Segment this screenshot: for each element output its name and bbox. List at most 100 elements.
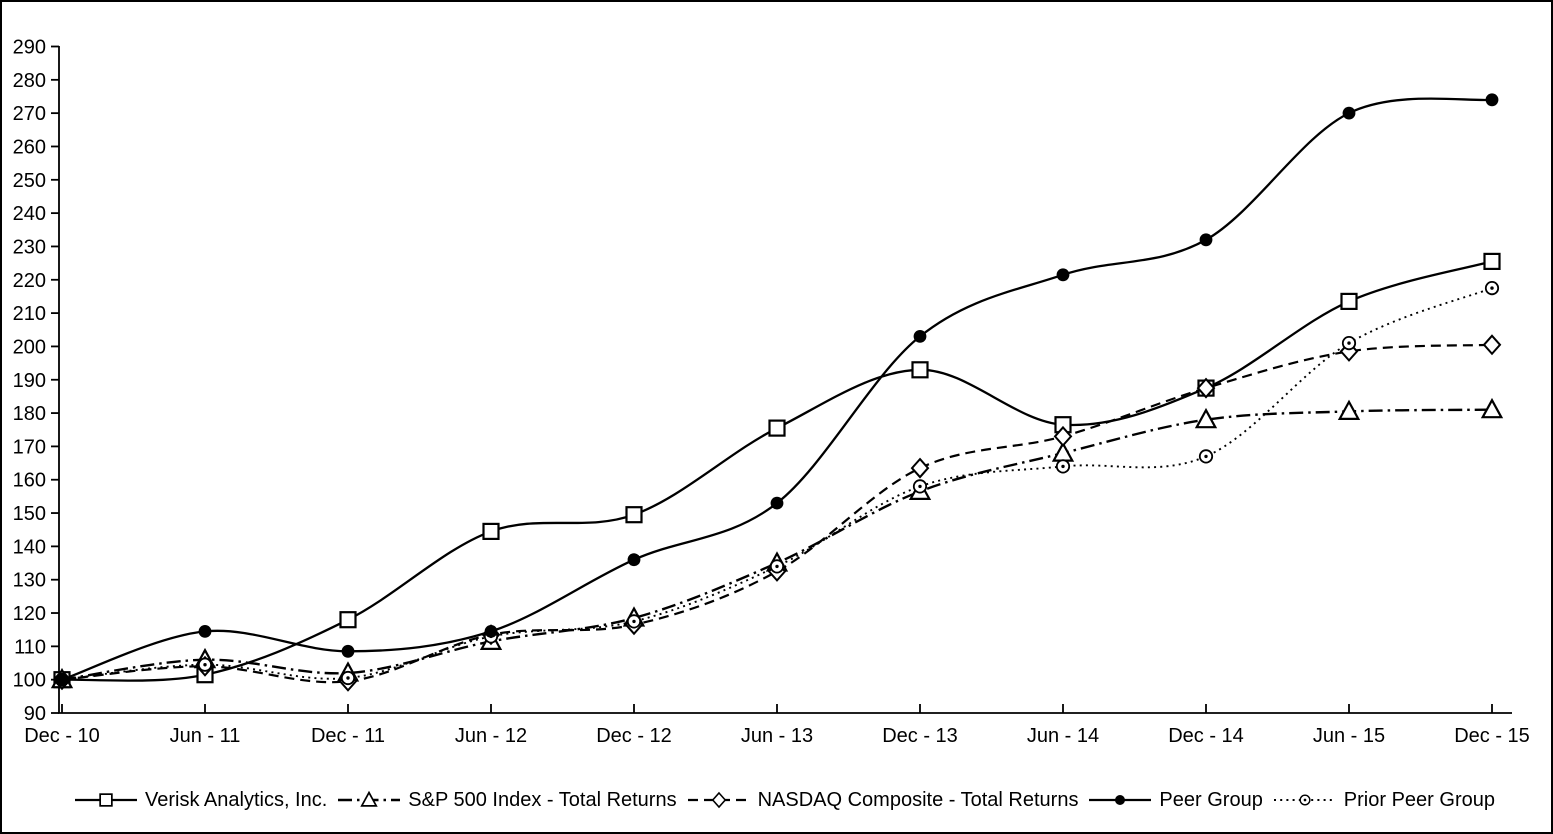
triangle-marker <box>1337 399 1361 420</box>
circle-dot-marker <box>1341 335 1357 351</box>
diamond-marker <box>910 457 930 479</box>
circle-filled-marker <box>913 330 927 343</box>
triangle-marker <box>1194 407 1218 429</box>
legend-label-sp500-total-returns: S&P 500 Index - Total Returns <box>408 788 677 811</box>
square-marker <box>339 611 357 629</box>
legend-sample-circle-filled <box>1089 795 1152 805</box>
series-line-prior-peer-group <box>61 287 1493 681</box>
series-markers-nasdaq-total-returns <box>52 334 1502 692</box>
x-axis-tick-label: Jun - 13 <box>741 725 813 747</box>
y-axis-tick-label: 270 <box>13 103 46 125</box>
y-axis-tick-label: 140 <box>13 536 46 558</box>
legend: Verisk Analytics, Inc. S&P 500 Index - To… <box>74 783 1495 817</box>
legend-label-verisk-analytics: Verisk Analytics, Inc. <box>145 788 328 811</box>
circle-filled-marker <box>1485 93 1499 107</box>
y-axis-tick-label: 170 <box>13 436 46 458</box>
legend-label-prior-peer-group: Prior Peer Group <box>1343 788 1495 811</box>
y-axis-tick-label: 290 <box>13 37 46 59</box>
diamond-marker <box>711 791 726 809</box>
performance-chart: 90 100 110 120 130 140 150 160 170 180 190 200 210 22… <box>13 37 1530 748</box>
series-line-sp500-total-returns <box>61 408 1493 681</box>
diamond-marker <box>1482 334 1502 356</box>
y-axis-tick-label: 210 <box>13 303 46 325</box>
axes <box>58 46 1512 714</box>
x-axis-tick-label: Jun - 11 <box>170 725 241 747</box>
x-axis-tick-label: Dec - 15 <box>1454 725 1530 747</box>
legend-item-peer-group: Peer Group <box>1088 788 1263 812</box>
series-markers-peer-group <box>55 93 1499 687</box>
y-axis-tick-label: 110 <box>14 636 46 658</box>
circle-dot-marker <box>340 670 356 686</box>
circle-filled-marker <box>627 553 641 567</box>
circle-filled-marker <box>1115 795 1126 805</box>
y-axis-tick-label: 160 <box>13 470 46 492</box>
circle-dot-marker <box>769 559 785 574</box>
series-line-verisk-analytics <box>61 260 1493 682</box>
y-axis-tick-label: 220 <box>13 270 46 292</box>
series-markers-prior-peer-group <box>54 280 1500 687</box>
triangle-marker <box>1480 397 1504 419</box>
x-axis-tick-label: Jun - 14 <box>1027 725 1099 747</box>
x-axis-tick-label: Jun - 15 <box>1313 725 1385 747</box>
x-axis-tick-label: Dec - 10 <box>24 725 100 747</box>
diamond-marker <box>1053 425 1073 447</box>
y-axis-tick-label: 260 <box>13 136 46 158</box>
y-axis-tick-label: 150 <box>13 503 46 525</box>
y-axis-tick-label: 230 <box>13 236 46 258</box>
y-axis-tick-label: 120 <box>13 603 46 625</box>
y-axis-tick-label: 90 <box>24 703 46 725</box>
circle-dot-marker <box>912 479 928 494</box>
square-marker <box>911 361 929 379</box>
diamond-marker <box>1196 377 1216 399</box>
x-axis-tick-label: Dec - 14 <box>1168 725 1244 747</box>
square-marker <box>99 793 113 807</box>
series-markers-verisk-analytics <box>53 252 1501 689</box>
series-line-peer-group <box>61 97 1493 681</box>
circle-filled-marker <box>484 625 498 638</box>
legend-item-nasdaq-total-returns: NASDAQ Composite - Total Returns <box>687 788 1079 812</box>
circle-filled-marker <box>1199 233 1213 247</box>
square-marker <box>768 419 786 437</box>
square-marker <box>625 506 643 524</box>
legend-item-sp500-total-returns: S&P 500 Index - Total Returns <box>337 788 677 812</box>
legend-label-peer-group: Peer Group <box>1159 788 1263 811</box>
circle-filled-marker <box>198 625 212 638</box>
circle-dot-marker <box>1198 449 1214 464</box>
y-axis-tick-label: 200 <box>13 336 46 358</box>
square-marker <box>1340 292 1358 310</box>
square-marker <box>482 522 500 541</box>
x-axis-tick-label: Jun - 12 <box>455 725 527 747</box>
y-axis-tick-label: 280 <box>13 70 46 92</box>
y-axis-tick-label: 100 <box>13 670 46 692</box>
circle-filled-marker <box>1342 106 1356 120</box>
triangle-marker <box>360 790 378 807</box>
x-axis-tick-label: Dec - 11 <box>311 725 385 747</box>
y-axis-tick-label: 240 <box>13 203 46 225</box>
legend-sample-circle-dot <box>1273 794 1336 806</box>
circle-dot-marker <box>1055 459 1071 474</box>
y-axis-tick-label: 180 <box>13 403 46 425</box>
x-axis-tick-label: Dec - 13 <box>882 725 958 747</box>
circle-dot-marker <box>626 614 642 629</box>
legend-item-verisk-analytics: Verisk Analytics, Inc. <box>74 789 327 812</box>
y-axis-tick-label: 190 <box>13 370 46 392</box>
circle-filled-marker <box>341 644 355 658</box>
square-marker <box>1483 252 1501 270</box>
legend-sample-diamond <box>687 791 750 809</box>
legend-sample-triangle <box>338 790 401 807</box>
y-axis-tick-label: 130 <box>13 570 46 592</box>
series-line-nasdaq-total-returns <box>61 343 1493 684</box>
circle-filled-marker <box>1056 268 1070 282</box>
series-markers-sp500-total-returns <box>50 397 1504 689</box>
legend-sample-square <box>75 793 137 807</box>
circle-filled-marker <box>55 673 69 687</box>
y-axis-tick-label: 250 <box>13 170 46 192</box>
circle-dot-marker <box>1484 280 1500 296</box>
circle-filled-marker <box>770 496 784 510</box>
circle-dot-marker <box>197 657 213 672</box>
circle-dot-marker <box>1299 794 1311 806</box>
x-axis-tick-label: Dec - 12 <box>596 725 672 747</box>
legend-label-nasdaq-total-returns: NASDAQ Composite - Total Returns <box>757 788 1079 811</box>
legend-item-prior-peer-group: Prior Peer Group <box>1273 789 1495 812</box>
